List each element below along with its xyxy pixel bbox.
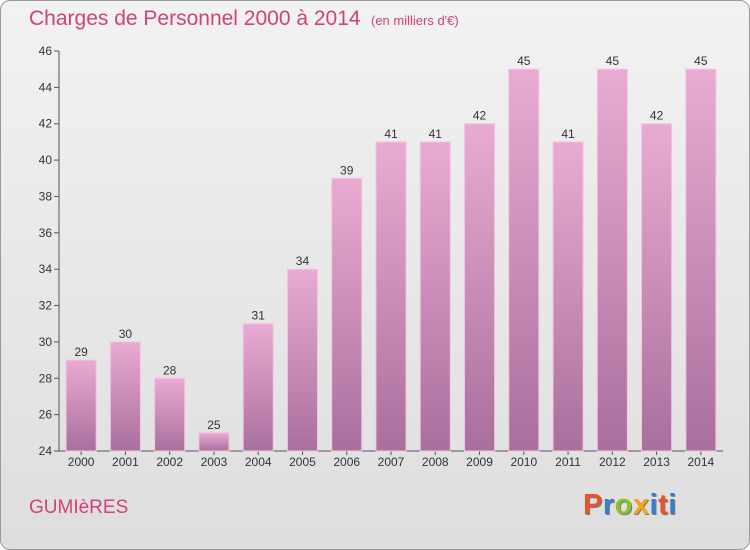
- data-label-2000: 29: [74, 345, 88, 359]
- x-tick-label-2009: 2009: [466, 455, 493, 469]
- x-tick-label-2001: 2001: [112, 455, 139, 469]
- bar-2011: [552, 141, 584, 452]
- logo-letter: r: [602, 489, 615, 521]
- x-tick-label-2014: 2014: [688, 455, 715, 469]
- bar-2007: [375, 141, 407, 452]
- logo-letter: t: [658, 489, 669, 521]
- data-label-2011: 41: [561, 127, 575, 141]
- data-label-2007: 41: [384, 127, 398, 141]
- y-tick-label: 34: [39, 262, 53, 276]
- bar-2003: [198, 432, 230, 452]
- data-label-2014: 45: [694, 54, 708, 68]
- data-label-2010: 45: [517, 54, 531, 68]
- y-tick-label: 42: [39, 117, 53, 131]
- data-labels: 29 30 28 25 31 34 39 41 41 42 45 41 45 42 45: [74, 54, 707, 432]
- bar-2010: [508, 68, 540, 452]
- chart-title: Charges de Personnel 2000 à 2014: [29, 7, 361, 30]
- y-tick-label: 38: [39, 189, 53, 203]
- data-label-2012: 45: [606, 54, 620, 68]
- data-label-2013: 42: [650, 109, 664, 123]
- x-tick-label-2010: 2010: [510, 455, 537, 469]
- x-tick-label-2002: 2002: [156, 455, 183, 469]
- x-tick-label-2011: 2011: [555, 455, 581, 469]
- y-tick-label: 40: [39, 153, 53, 167]
- logo-letter: x: [632, 489, 650, 521]
- data-label-2009: 42: [473, 109, 487, 123]
- x-tick-label-2000: 2000: [68, 455, 95, 469]
- y-tick-label: 46: [39, 44, 53, 58]
- data-label-2005: 34: [296, 254, 310, 268]
- bar-2006: [331, 177, 363, 452]
- y-tick-label: 30: [39, 335, 53, 349]
- logo-letter: i: [668, 489, 677, 521]
- data-label-2003: 25: [207, 418, 221, 432]
- bar-2001: [109, 341, 141, 452]
- place-name: GUMIèRES: [29, 497, 129, 518]
- logo-letter: o: [614, 489, 633, 521]
- x-tick-label-2008: 2008: [422, 455, 449, 469]
- bar-2000: [65, 359, 97, 452]
- bars: [65, 68, 717, 452]
- x-tick-label-2003: 2003: [201, 455, 228, 469]
- bar-2005: [286, 268, 319, 452]
- bar-2014: [685, 68, 717, 452]
- y-tick-label: 26: [39, 408, 53, 422]
- logo-letter: i: [649, 489, 659, 521]
- bar-2013: [641, 123, 673, 452]
- x-tick-label-2007: 2007: [378, 455, 405, 469]
- y-axis: 24 26 28 30 32 34 36 38 40 42 44 46: [39, 44, 60, 458]
- bar-2008: [419, 141, 451, 452]
- y-tick-label: 44: [39, 80, 53, 94]
- x-tick-label-2004: 2004: [245, 455, 272, 469]
- x-tick-label-2013: 2013: [643, 455, 670, 469]
- x-tick-label-2012: 2012: [599, 455, 626, 469]
- x-tick-label-2006: 2006: [333, 455, 360, 469]
- y-tick-label: 28: [39, 371, 53, 385]
- data-label-2008: 41: [429, 127, 443, 141]
- data-label-2002: 28: [163, 363, 177, 377]
- logo-letter: P: [583, 489, 603, 521]
- bar-2009: [463, 123, 496, 452]
- y-tick-label: 32: [39, 299, 53, 313]
- data-label-2006: 39: [340, 163, 354, 177]
- bar-2002: [154, 377, 186, 452]
- proxiti-logo[interactable]: Proxiti: [583, 489, 677, 522]
- bar-2004: [242, 323, 274, 452]
- chart-unit: (en milliers d'€): [371, 13, 459, 28]
- x-axis: 2000 2001 2002 2003 2004 2005 2006 2007 2008 2009…: [59, 450, 723, 469]
- bar-2012: [596, 68, 628, 452]
- y-tick-label: 24: [39, 444, 53, 458]
- y-tick-label: 36: [39, 226, 53, 240]
- x-tick-label-2005: 2005: [289, 455, 316, 469]
- data-label-2001: 30: [119, 327, 133, 341]
- data-label-2004: 31: [252, 309, 266, 323]
